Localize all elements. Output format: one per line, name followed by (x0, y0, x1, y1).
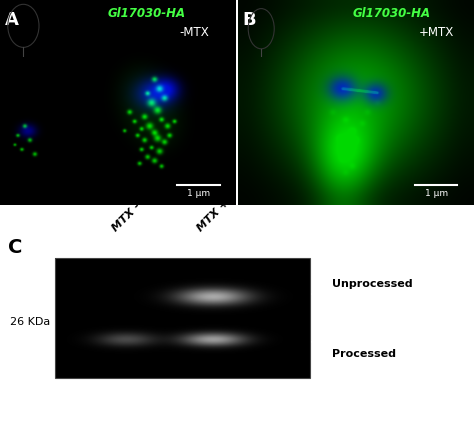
Text: -MTX: -MTX (179, 26, 209, 39)
Text: Unprocessed: Unprocessed (332, 279, 413, 289)
Text: 26 KDa: 26 KDa (10, 317, 50, 326)
Text: A: A (5, 11, 19, 29)
Text: MTX +: MTX + (195, 198, 231, 234)
Text: Gl17030-HA: Gl17030-HA (108, 8, 186, 20)
Text: 1 μm: 1 μm (425, 189, 448, 198)
Text: 1 μm: 1 μm (187, 189, 210, 198)
Text: +MTX: +MTX (419, 26, 454, 39)
Text: B: B (243, 11, 256, 29)
Text: C: C (8, 238, 22, 257)
Bar (55, 258, 310, 377)
Text: Processed: Processed (332, 348, 396, 359)
Text: MTX -: MTX - (110, 201, 143, 234)
Text: Gl17030-HA: Gl17030-HA (352, 8, 430, 20)
